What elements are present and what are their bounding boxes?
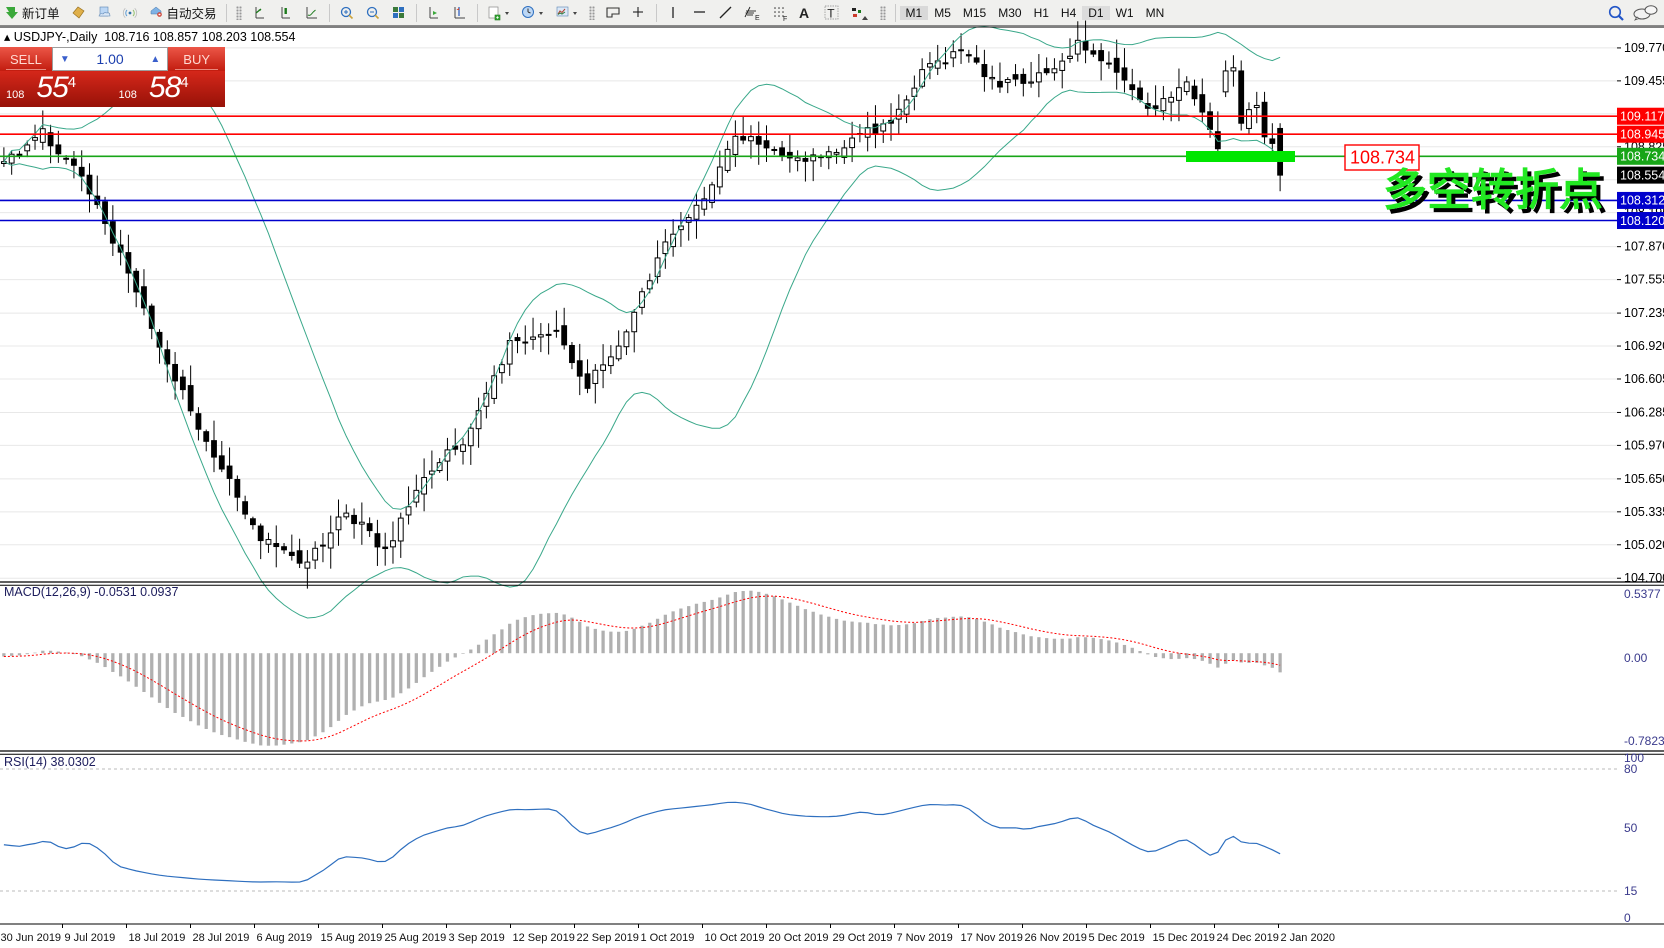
- svg-text:107.235: 107.235: [1624, 306, 1664, 320]
- svg-text:109.117: 109.117: [1620, 110, 1664, 124]
- svg-text:109.770: 109.770: [1624, 41, 1664, 55]
- svg-text:RSI(14) 38.0302: RSI(14) 38.0302: [4, 755, 96, 769]
- svg-text:106.285: 106.285: [1624, 405, 1664, 419]
- svg-text:15 Dec 2019: 15 Dec 2019: [1153, 932, 1215, 944]
- svg-text:10 Oct 2019: 10 Oct 2019: [705, 932, 765, 944]
- svg-text:20 Oct 2019: 20 Oct 2019: [769, 932, 829, 944]
- svg-text:105.335: 105.335: [1624, 505, 1664, 519]
- svg-text:17 Nov 2019: 17 Nov 2019: [961, 932, 1023, 944]
- svg-text:50: 50: [1624, 821, 1638, 835]
- svg-text:9 Jul 2019: 9 Jul 2019: [65, 932, 116, 944]
- svg-text:108.734: 108.734: [1350, 148, 1415, 168]
- svg-text:1 Oct 2019: 1 Oct 2019: [641, 932, 695, 944]
- svg-text:22 Sep 2019: 22 Sep 2019: [577, 932, 639, 944]
- svg-text:109.455: 109.455: [1624, 74, 1664, 88]
- svg-text:107.870: 107.870: [1624, 240, 1664, 254]
- svg-text:108.554: 108.554: [1620, 168, 1664, 182]
- svg-text:-0.7823: -0.7823: [1624, 734, 1664, 748]
- svg-text:15: 15: [1624, 884, 1638, 898]
- svg-text:106.920: 106.920: [1624, 339, 1664, 353]
- svg-text:多空转折点: 多空转折点: [1383, 166, 1603, 215]
- svg-text:24 Dec 2019: 24 Dec 2019: [1217, 932, 1279, 944]
- svg-text:105.970: 105.970: [1624, 438, 1664, 452]
- svg-text:29 Oct 2019: 29 Oct 2019: [833, 932, 893, 944]
- svg-text:5 Dec 2019: 5 Dec 2019: [1089, 932, 1145, 944]
- svg-text:26 Nov 2019: 26 Nov 2019: [1025, 932, 1087, 944]
- svg-text:104.700: 104.700: [1624, 571, 1664, 585]
- svg-text:30 Jun 2019: 30 Jun 2019: [1, 932, 62, 944]
- svg-text:25 Aug 2019: 25 Aug 2019: [385, 932, 447, 944]
- svg-text:2 Jan 2020: 2 Jan 2020: [1281, 932, 1335, 944]
- svg-text:12 Sep 2019: 12 Sep 2019: [513, 932, 575, 944]
- svg-text:106.605: 106.605: [1624, 372, 1664, 386]
- svg-text:108.945: 108.945: [1620, 128, 1664, 142]
- svg-text:107.555: 107.555: [1624, 273, 1664, 287]
- svg-text:0.5377: 0.5377: [1624, 587, 1661, 601]
- svg-text:100: 100: [1624, 751, 1644, 765]
- svg-text:0: 0: [1624, 911, 1631, 925]
- svg-text:18 Jul 2019: 18 Jul 2019: [129, 932, 186, 944]
- svg-text:15 Aug 2019: 15 Aug 2019: [321, 932, 383, 944]
- svg-text:108.734: 108.734: [1620, 150, 1664, 164]
- svg-text:105.020: 105.020: [1624, 538, 1664, 552]
- svg-text:6 Aug 2019: 6 Aug 2019: [257, 932, 313, 944]
- svg-text:3 Sep 2019: 3 Sep 2019: [449, 932, 505, 944]
- svg-text:0.00: 0.00: [1624, 651, 1648, 665]
- svg-text:28 Jul 2019: 28 Jul 2019: [193, 932, 250, 944]
- svg-text:108.120: 108.120: [1620, 214, 1664, 228]
- svg-text:MACD(12,26,9) -0.0531 0.0937: MACD(12,26,9) -0.0531 0.0937: [4, 585, 178, 599]
- svg-text:7 Nov 2019: 7 Nov 2019: [897, 932, 953, 944]
- svg-text:108.312: 108.312: [1620, 194, 1664, 208]
- svg-text:105.650: 105.650: [1624, 472, 1664, 486]
